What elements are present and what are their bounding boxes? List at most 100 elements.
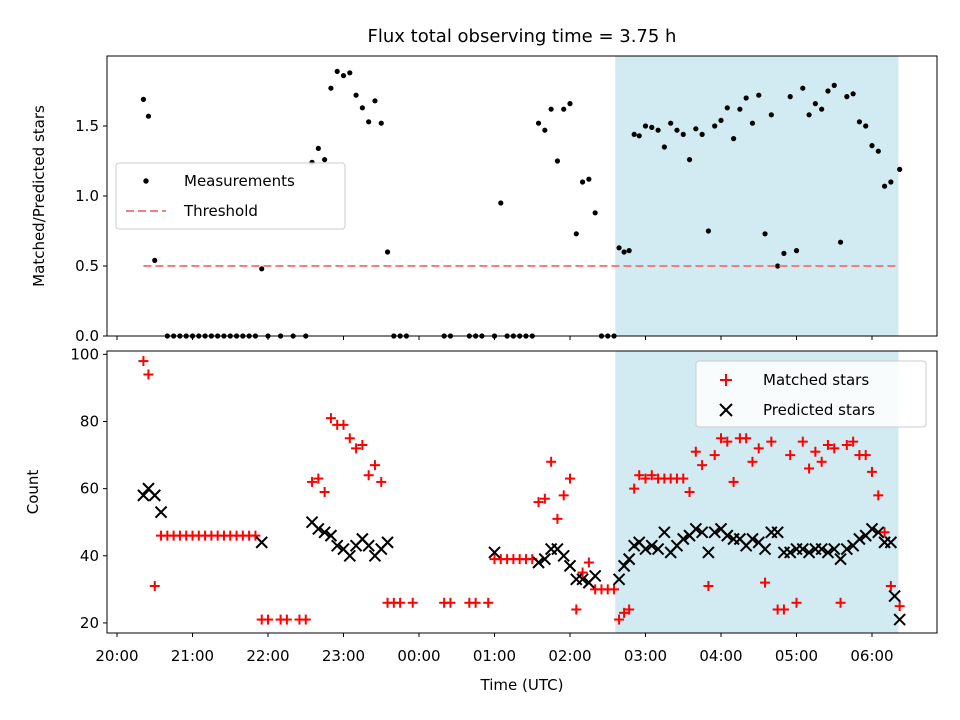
x-tick-label: 03:00 bbox=[624, 647, 667, 665]
measurement-point-24 bbox=[315, 145, 321, 151]
measurement-point-97 bbox=[819, 106, 825, 112]
predicted-point-26 bbox=[576, 573, 589, 586]
matched-point-18 bbox=[250, 530, 261, 541]
top-panel: 0.0 0.5 1.0 1.5 Matched/Predicted stars Mea… bbox=[30, 55, 938, 345]
matched-point-101 bbox=[829, 443, 840, 454]
measurement-point-78 bbox=[699, 131, 705, 137]
x-tick-label: 02:00 bbox=[548, 647, 591, 665]
measurement-point-54 bbox=[554, 158, 561, 164]
matched-point-98 bbox=[810, 446, 821, 457]
measurement-point-35 bbox=[384, 249, 391, 255]
matched-point-90 bbox=[760, 577, 771, 588]
matched-point-91 bbox=[766, 436, 777, 447]
predicted-point-36 bbox=[651, 542, 665, 556]
predicted-point-35 bbox=[645, 539, 658, 552]
predicted-point-6 bbox=[312, 522, 325, 536]
matched-point-108 bbox=[873, 490, 884, 501]
matched-point-94 bbox=[785, 450, 796, 461]
predicted-point-4 bbox=[255, 536, 268, 549]
predicted-point-45 bbox=[708, 526, 721, 539]
measurement-point-45 bbox=[498, 200, 504, 206]
matched-point-67 bbox=[619, 607, 630, 618]
matched-point-89 bbox=[753, 443, 764, 454]
predicted-point-42 bbox=[689, 522, 703, 536]
measurement-point-90 bbox=[775, 263, 781, 269]
matched-point-71 bbox=[640, 473, 651, 484]
predicted-point-57 bbox=[784, 546, 797, 559]
matched-point-56 bbox=[552, 513, 563, 524]
matched-point-93 bbox=[778, 604, 789, 615]
matched-point-68 bbox=[624, 604, 635, 615]
y-tick-label: 60 bbox=[80, 480, 99, 498]
predicted-point-24 bbox=[563, 559, 577, 573]
measurement-point-93 bbox=[793, 248, 800, 254]
measurement-point-67 bbox=[631, 131, 637, 137]
matched-point-59 bbox=[571, 604, 582, 615]
predicted-point-23 bbox=[557, 549, 570, 562]
predicted-point-59 bbox=[796, 542, 809, 556]
measurement-point-31 bbox=[359, 105, 365, 111]
matched-point-22 bbox=[281, 614, 292, 625]
predicted-point-60 bbox=[802, 546, 816, 559]
measurement-point-107 bbox=[881, 183, 888, 189]
measurement-point-28 bbox=[340, 73, 347, 79]
measurement-point-85 bbox=[743, 95, 749, 101]
predicted-point-44 bbox=[702, 546, 715, 559]
matched-point-58 bbox=[565, 473, 575, 484]
matched-point-39 bbox=[395, 597, 406, 608]
y-tick-label: 40 bbox=[80, 547, 99, 565]
predicted-point-11 bbox=[343, 549, 356, 562]
predicted-point-73 bbox=[884, 536, 898, 549]
matched-point-103 bbox=[841, 440, 852, 450]
measurement-point-72 bbox=[661, 144, 667, 150]
measurement-point-34 bbox=[378, 120, 384, 126]
measurement-point-99 bbox=[831, 82, 837, 88]
x-tick-label: 23:00 bbox=[322, 647, 365, 665]
matched-point-1 bbox=[143, 369, 154, 380]
predicted-point-8 bbox=[324, 529, 338, 542]
measurement-point-57 bbox=[573, 231, 579, 237]
measurement-point-88 bbox=[762, 231, 768, 237]
x-tick-label: 22:00 bbox=[246, 647, 289, 665]
matched-point-70 bbox=[634, 470, 645, 481]
measurement-point-106 bbox=[875, 148, 881, 154]
bottom-legend: Matched stars Predicted stars bbox=[695, 360, 927, 428]
matched-point-2 bbox=[149, 581, 160, 591]
measurement-point-71 bbox=[655, 127, 661, 133]
matched-point-35 bbox=[369, 460, 380, 471]
measurement-point-77 bbox=[693, 126, 699, 132]
matched-point-40 bbox=[407, 597, 418, 608]
top-y-ticks: 0.0 0.5 1.0 1.5 bbox=[75, 117, 107, 345]
measurement-point-56 bbox=[567, 101, 573, 107]
measurement-point-2 bbox=[152, 257, 158, 263]
measurement-point-84 bbox=[737, 106, 743, 112]
x-tick-label: 00:00 bbox=[397, 647, 440, 665]
measurement-point-65 bbox=[621, 249, 627, 255]
measurement-point-30 bbox=[353, 92, 359, 98]
measurement-point-55 bbox=[561, 106, 567, 112]
predicted-point-55 bbox=[771, 526, 784, 539]
bottom-x-ticks: 20:00 21:00 22:00 23:00 00:00 01:00 02:00 03:00… bbox=[95, 633, 894, 665]
predicted-point-28 bbox=[588, 569, 602, 583]
predicted-point-53 bbox=[758, 542, 772, 556]
measurement-point-64 bbox=[616, 245, 622, 251]
matched-point-80 bbox=[697, 460, 708, 471]
x-tick-label: 04:00 bbox=[699, 647, 742, 665]
predicted-point-34 bbox=[639, 542, 652, 556]
matched-point-20 bbox=[263, 614, 273, 625]
legend-predicted-label: Predicted stars bbox=[763, 401, 875, 419]
legend-measurements-marker bbox=[143, 178, 149, 184]
matched-point-33 bbox=[357, 440, 368, 450]
matched-point-53 bbox=[533, 497, 544, 508]
matched-point-109 bbox=[879, 527, 890, 538]
measurement-point-0 bbox=[140, 96, 147, 102]
predicted-point-2 bbox=[148, 489, 161, 502]
top-legend: Measurements Threshold bbox=[115, 162, 346, 230]
predicted-point-43 bbox=[695, 526, 709, 539]
predicted-point-0 bbox=[137, 489, 150, 502]
predicted-point-66 bbox=[840, 542, 854, 556]
x-tick-label: 01:00 bbox=[473, 647, 516, 665]
predicted-point-70 bbox=[865, 522, 879, 536]
matched-point-0 bbox=[138, 356, 149, 367]
predicted-point-63 bbox=[821, 546, 835, 559]
